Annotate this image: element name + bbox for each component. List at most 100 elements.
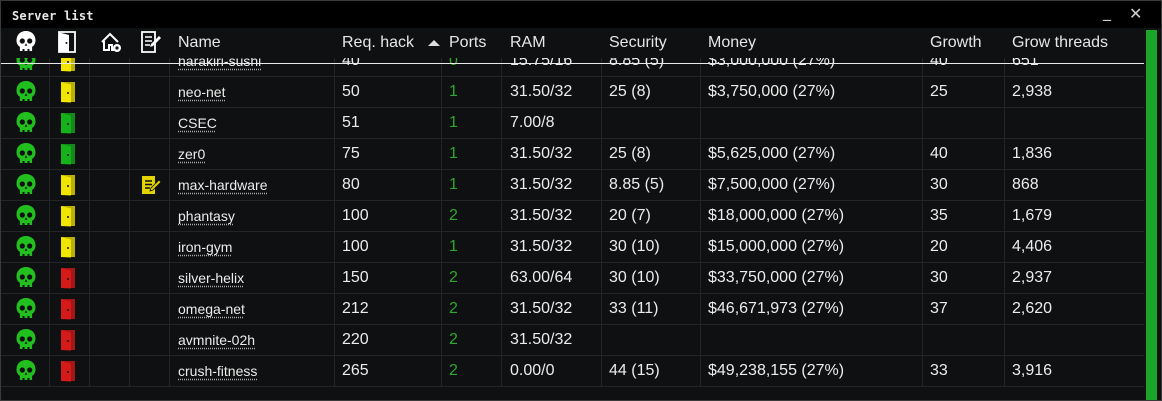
column-divider [1004, 355, 1005, 386]
header-req-hack[interactable]: Req. hack [342, 34, 441, 52]
header-ram[interactable]: RAM [510, 34, 546, 51]
column-divider [601, 169, 602, 200]
growth-value: 30 [930, 269, 948, 286]
ram-value: 31.50/32 [510, 331, 573, 348]
column-divider [441, 231, 442, 262]
money-value: $46,671,973 (27%) [708, 300, 845, 317]
req-hack-value: 100 [342, 207, 369, 224]
column-divider [334, 293, 335, 324]
column-divider [89, 262, 90, 293]
grow-threads-value: 1,679 [1012, 207, 1053, 224]
ram-value: 31.50/32 [510, 176, 573, 193]
grow-threads-value: 4,406 [1012, 238, 1053, 255]
skull-icon[interactable] [14, 30, 38, 59]
server-name[interactable]: silver-helix [178, 270, 245, 286]
header-name[interactable]: Name [178, 34, 221, 51]
ram-value: 31.50/32 [510, 207, 573, 224]
minimize-button[interactable]: _ [1103, 2, 1111, 21]
column-divider [169, 107, 170, 138]
server-name[interactable]: phantasy [178, 208, 235, 224]
grow-threads-value: 2,938 [1012, 83, 1053, 100]
column-divider [700, 293, 701, 324]
req-hack-value: 80 [342, 176, 360, 193]
ram-value: 31.50/32 [510, 300, 573, 317]
column-divider [601, 138, 602, 169]
column-divider [49, 231, 50, 262]
server-name[interactable]: zer0 [178, 146, 206, 162]
security-value: 20 (7) [609, 207, 651, 224]
table-row[interactable]: neo-net 50 1 31.50/32 25 (8) $3,750,000 (27%)… [1, 76, 1144, 108]
table-row[interactable]: phantasy 100 2 31.50/32 20 (7) $18,000,000 (2… [1, 200, 1144, 232]
server-name[interactable]: avmnite-02h [178, 332, 256, 348]
header-ports[interactable]: Ports [449, 34, 487, 51]
column-divider [601, 45, 602, 76]
server-name[interactable]: CSEC [178, 115, 217, 131]
table-row[interactable]: omega-net 212 2 31.50/32 33 (11) $46,671,973 … [1, 293, 1144, 325]
close-button[interactable]: ✕ [1129, 4, 1143, 23]
column-divider [169, 355, 170, 386]
server-name[interactable]: omega-net [178, 301, 245, 317]
column-divider [89, 200, 90, 231]
column-divider [49, 293, 50, 324]
header-money[interactable]: Money [708, 34, 757, 51]
table-row[interactable]: iron-gym 100 1 31.50/32 30 (10) $15,000,000 (… [1, 231, 1144, 263]
server-name[interactable]: max-hardware [178, 177, 268, 193]
security-value: 25 (8) [609, 145, 651, 162]
column-divider [129, 45, 130, 76]
column-divider [129, 231, 130, 262]
column-divider [1004, 293, 1005, 324]
column-divider [1004, 107, 1005, 138]
scrollbar-thumb[interactable] [1146, 30, 1157, 400]
skull-icon [14, 235, 38, 264]
req-hack-value: 100 [342, 238, 369, 255]
req-hack-value: 265 [342, 362, 369, 379]
house-icon[interactable] [99, 30, 123, 59]
server-name[interactable]: crush-fitness [178, 363, 258, 379]
table-row[interactable]: crush-fitness 265 2 0.00/0 44 (15) $49,238,15… [1, 355, 1144, 387]
title-bar[interactable]: Server list _ ✕ [1, 1, 1161, 28]
vertical-scrollbar[interactable] [1144, 28, 1161, 400]
table-row[interactable]: max-hardware 80 1 31.50/32 8.85 (5) $7,500,00… [1, 169, 1144, 201]
money-value: $3,750,000 (27%) [708, 83, 836, 100]
skull-icon [14, 328, 38, 357]
column-divider [1004, 200, 1005, 231]
server-name[interactable]: iron-gym [178, 239, 233, 255]
column-divider [89, 324, 90, 355]
door-yellow-icon [60, 205, 76, 232]
header-grow-threads[interactable]: Grow threads [1012, 34, 1109, 51]
column-divider [501, 138, 502, 169]
contract-icon[interactable] [140, 30, 162, 59]
server-name[interactable]: neo-net [178, 84, 226, 100]
req-hack-value: 220 [342, 331, 369, 348]
req-hack-value: 150 [342, 269, 369, 286]
table-row[interactable]: zer0 75 1 31.50/32 25 (8) $5,625,000 (27%) 40 1… [1, 138, 1144, 170]
door-green-icon [60, 112, 76, 139]
column-divider [169, 324, 170, 355]
column-divider [169, 262, 170, 293]
req-hack-value: 50 [342, 83, 360, 100]
door-yellow-icon [60, 236, 76, 263]
column-divider [169, 200, 170, 231]
column-divider [601, 293, 602, 324]
column-divider [441, 76, 442, 107]
door-icon[interactable] [58, 30, 76, 59]
column-divider [129, 107, 130, 138]
table-row[interactable]: CSEC 51 1 7.00/8 [1, 107, 1144, 139]
column-divider [129, 138, 130, 169]
header-growth[interactable]: Growth [930, 34, 982, 51]
column-divider [1004, 262, 1005, 293]
contract-icon[interactable] [140, 174, 162, 201]
column-divider [334, 169, 335, 200]
column-divider [441, 138, 442, 169]
door-green-icon [60, 143, 76, 170]
column-divider [334, 200, 335, 231]
req-hack-value: 51 [342, 114, 360, 131]
grow-threads-value: 2,937 [1012, 269, 1053, 286]
column-divider [501, 293, 502, 324]
door-yellow-icon [60, 174, 76, 201]
header-security[interactable]: Security [609, 34, 667, 51]
table-row[interactable]: avmnite-02h 220 2 31.50/32 [1, 324, 1144, 356]
table-row[interactable]: silver-helix 150 2 63.00/64 30 (10) $33,750,0… [1, 262, 1144, 294]
column-divider [334, 45, 335, 76]
column-divider [1004, 76, 1005, 107]
